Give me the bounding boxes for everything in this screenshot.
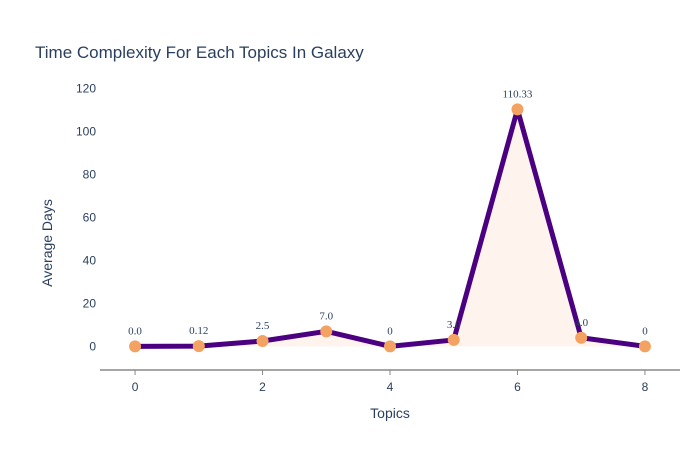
data-point: [256, 335, 269, 347]
y-tick-label: 120: [76, 82, 96, 96]
y-axis: 0 20 40 60 80 100 120: [76, 82, 96, 354]
y-tick-label: 20: [83, 296, 97, 310]
data-label: 7.0: [319, 310, 333, 322]
series-area: [135, 109, 645, 347]
data-label: 0: [642, 325, 648, 337]
x-axis: 0 2 4 6 8: [100, 369, 680, 394]
data-markers: [129, 103, 651, 353]
y-tick-label: 40: [83, 253, 97, 267]
data-point: [638, 340, 651, 353]
data-point: [447, 333, 460, 346]
area-fill: [135, 109, 645, 347]
data-label: 0.12: [189, 325, 208, 337]
data-point: [129, 340, 142, 353]
data-point: [511, 103, 524, 116]
y-tick-label: 60: [83, 210, 97, 224]
data-label: 3.0: [447, 319, 461, 331]
data-label: 4.0: [574, 317, 588, 329]
y-tick-label: 0: [89, 339, 96, 353]
chart-title: Time Complexity For Each Topics In Galax…: [35, 43, 364, 62]
x-tick-label: 8: [642, 380, 649, 394]
data-point: [384, 340, 396, 353]
data-point: [192, 340, 205, 353]
data-label: 0.0: [128, 325, 142, 337]
y-tick-label: 100: [76, 125, 96, 139]
data-label: 110.33: [503, 88, 533, 100]
data-point: [320, 325, 333, 338]
x-tick-label: 0: [132, 380, 139, 394]
x-tick-label: 4: [387, 380, 394, 394]
y-axis-title: Average Days: [39, 199, 55, 287]
y-tick-label: 80: [83, 168, 97, 182]
x-tick-label: 2: [259, 380, 266, 394]
data-label: 0: [387, 325, 393, 337]
data-point: [575, 331, 588, 344]
x-axis-title: Topics: [370, 405, 410, 421]
x-tick-label: 6: [514, 380, 521, 394]
data-labels: 0.0 0.12 2.5 7.0 0 3.0 110.33 4.0 0: [128, 88, 648, 337]
data-label: 2.5: [256, 320, 270, 332]
